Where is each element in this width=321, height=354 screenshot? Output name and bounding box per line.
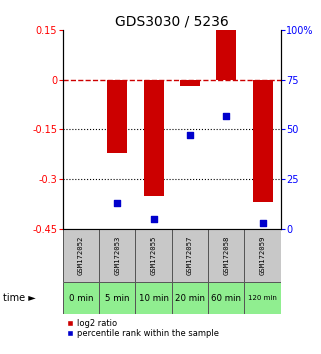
Legend: log2 ratio, percentile rank within the sample: log2 ratio, percentile rank within the s… [67, 319, 219, 338]
Bar [245, 229, 281, 282]
Text: time ►: time ► [3, 293, 36, 303]
Point [260, 220, 265, 225]
Bar [245, 282, 281, 314]
Point [224, 113, 229, 118]
Bar [216, 30, 236, 80]
Bar [208, 282, 245, 314]
Point [115, 200, 120, 206]
Bar [208, 229, 245, 282]
Text: 120 min: 120 min [248, 295, 277, 301]
Bar [107, 80, 127, 153]
Bar [143, 80, 163, 196]
Text: GSM172058: GSM172058 [223, 236, 229, 275]
Text: 5 min: 5 min [105, 294, 129, 303]
Bar [135, 229, 172, 282]
Text: GSM172053: GSM172053 [114, 236, 120, 275]
Bar [135, 282, 172, 314]
Bar [172, 282, 208, 314]
Bar [63, 282, 99, 314]
Text: GSM172059: GSM172059 [260, 236, 266, 275]
Bar [63, 229, 99, 282]
Text: 0 min: 0 min [69, 294, 93, 303]
Text: 60 min: 60 min [211, 294, 241, 303]
Text: GSM172057: GSM172057 [187, 236, 193, 275]
Text: 20 min: 20 min [175, 294, 205, 303]
Bar [180, 80, 200, 86]
Text: 10 min: 10 min [139, 294, 169, 303]
Bar [172, 229, 208, 282]
Bar [99, 229, 135, 282]
Title: GDS3030 / 5236: GDS3030 / 5236 [115, 15, 229, 29]
Point [187, 132, 193, 138]
Bar [253, 80, 273, 202]
Point [151, 216, 156, 222]
Text: GSM172052: GSM172052 [78, 236, 84, 275]
Bar [99, 282, 135, 314]
Text: GSM172055: GSM172055 [151, 236, 157, 275]
